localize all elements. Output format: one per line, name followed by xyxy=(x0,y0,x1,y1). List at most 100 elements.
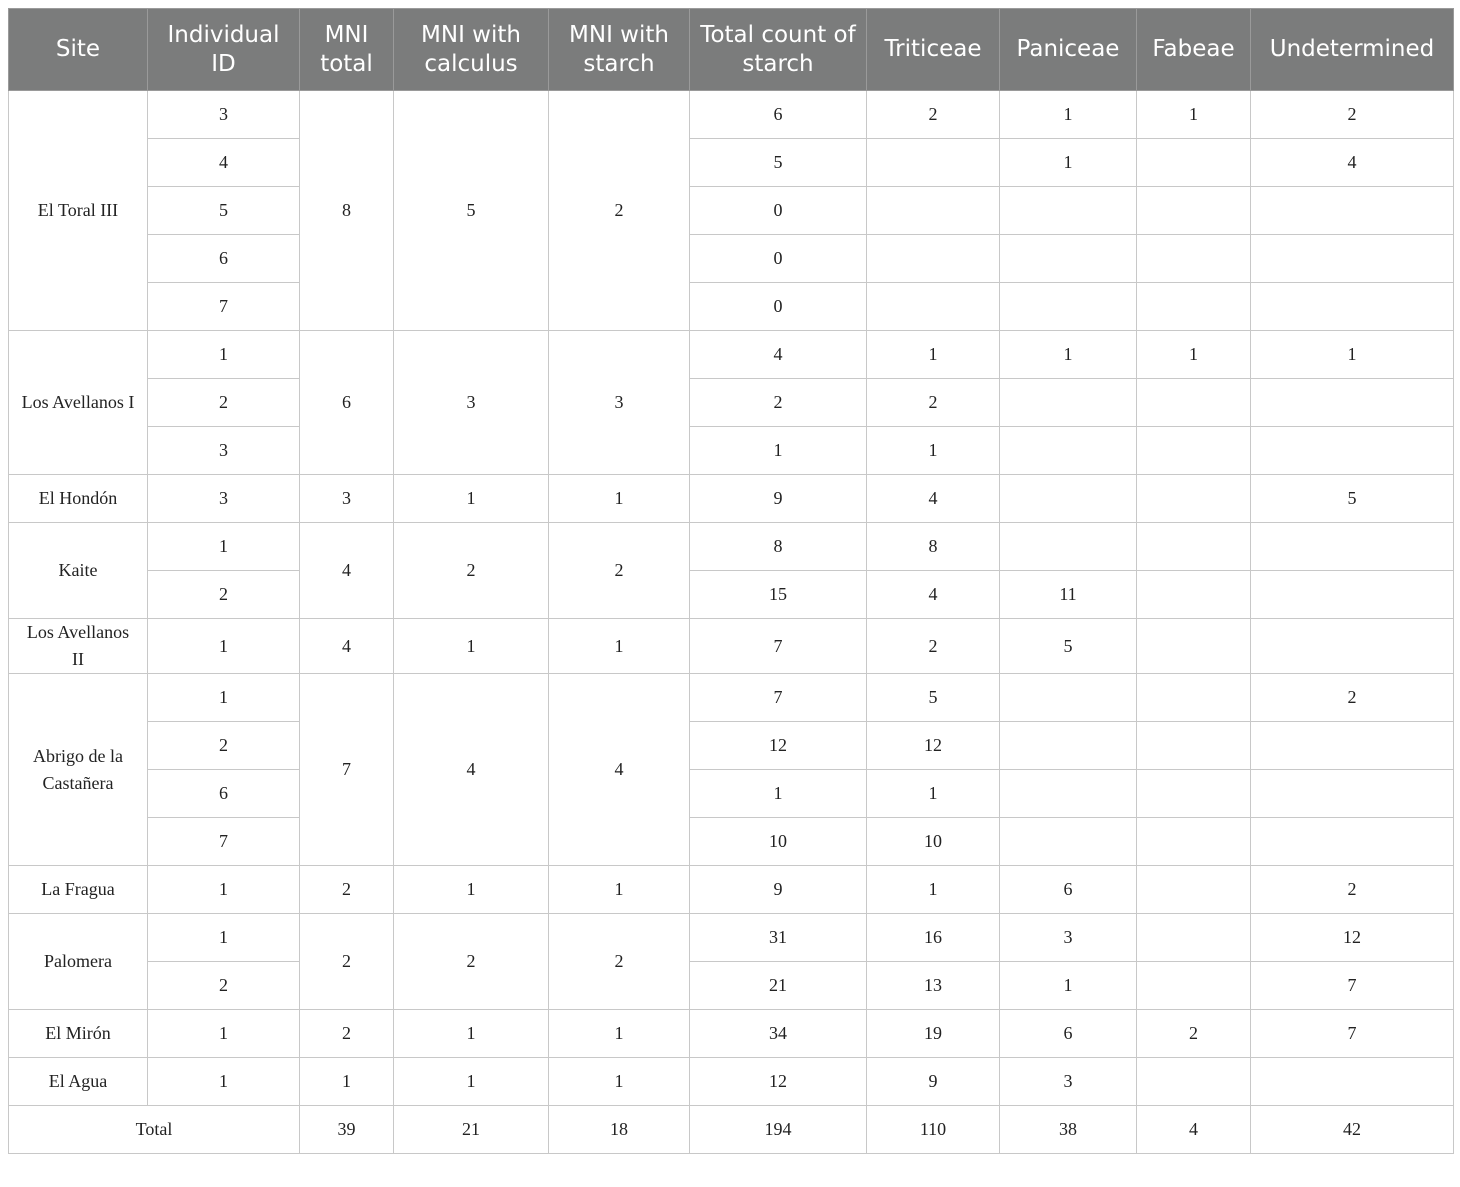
individual-id-cell: 1 xyxy=(147,913,300,962)
total-undetermined-cell: 42 xyxy=(1250,1105,1454,1154)
undetermined-cell xyxy=(1250,234,1454,283)
fabeae-cell: 1 xyxy=(1136,90,1251,139)
fabeae-cell xyxy=(1136,570,1251,619)
individual-id-cell: 2 xyxy=(147,378,300,427)
undetermined-cell xyxy=(1250,721,1454,770)
mni-total-cell: 8 xyxy=(299,90,394,331)
paniceae-cell xyxy=(999,282,1137,331)
individual-id-cell: 1 xyxy=(147,865,300,914)
undetermined-cell: 5 xyxy=(1250,474,1454,523)
fabeae-cell xyxy=(1136,817,1251,866)
mni-starch-cell: 1 xyxy=(548,1009,690,1058)
mni-starch-cell: 2 xyxy=(548,90,690,331)
total-cell: 5 xyxy=(689,138,867,187)
undetermined-cell: 2 xyxy=(1250,865,1454,914)
total-cell: 21 xyxy=(689,961,867,1010)
paniceae-cell: 11 xyxy=(999,570,1137,619)
triticeae-cell: 1 xyxy=(866,865,1000,914)
undetermined-cell xyxy=(1250,426,1454,475)
undetermined-cell xyxy=(1250,378,1454,427)
total-cell: 9 xyxy=(689,474,867,523)
mni-starch-cell: 2 xyxy=(548,522,690,619)
individual-id-cell: 3 xyxy=(147,426,300,475)
individual-id-cell: 1 xyxy=(147,618,300,674)
mni-total-cell: 1 xyxy=(299,1057,394,1106)
paniceae-cell xyxy=(999,673,1137,722)
total-mni-starch-cell: 18 xyxy=(548,1105,690,1154)
total-cell: 12 xyxy=(689,721,867,770)
triticeae-cell: 16 xyxy=(866,913,1000,962)
fabeae-cell xyxy=(1136,961,1251,1010)
paniceae-cell: 3 xyxy=(999,913,1137,962)
triticeae-cell: 4 xyxy=(866,570,1000,619)
table-row: Kaite 1 4 2 2 8 8 xyxy=(8,522,1454,619)
individual-id-cell: 1 xyxy=(147,522,300,571)
individual-id-cell: 1 xyxy=(147,673,300,722)
fabeae-cell xyxy=(1136,769,1251,818)
undetermined-cell xyxy=(1250,769,1454,818)
mni-starch-cell: 1 xyxy=(548,618,690,674)
triticeae-cell: 2 xyxy=(866,378,1000,427)
fabeae-cell xyxy=(1136,426,1251,475)
fabeae-cell xyxy=(1136,474,1251,523)
undetermined-cell xyxy=(1250,282,1454,331)
triticeae-cell: 2 xyxy=(866,618,1000,674)
undetermined-cell xyxy=(1250,522,1454,571)
mni-starch-cell: 1 xyxy=(548,865,690,914)
header-triticeae: Triticeae xyxy=(866,8,1000,91)
total-cell: 7 xyxy=(689,618,867,674)
mni-calculus-cell: 5 xyxy=(393,90,549,331)
fabeae-cell xyxy=(1136,138,1251,187)
paniceae-cell xyxy=(999,378,1137,427)
total-total-cell: 194 xyxy=(689,1105,867,1154)
site-cell: La Fragua xyxy=(8,865,148,914)
triticeae-cell: 9 xyxy=(866,1057,1000,1106)
triticeae-cell: 10 xyxy=(866,817,1000,866)
triticeae-cell: 4 xyxy=(866,474,1000,523)
mni-total-cell: 3 xyxy=(299,474,394,523)
individual-id-cell: 6 xyxy=(147,769,300,818)
mni-total-cell: 2 xyxy=(299,865,394,914)
paniceae-cell xyxy=(999,186,1137,235)
table-row: Palomera 1 2 2 2 31 16 3 12 xyxy=(8,913,1454,1010)
site-cell: Los Avellanos II xyxy=(8,618,148,674)
total-cell: 1 xyxy=(689,426,867,475)
total-cell: 15 xyxy=(689,570,867,619)
table-row: 2 15 4 11 xyxy=(9,570,1454,619)
undetermined-cell: 2 xyxy=(1250,673,1454,722)
total-mni-calculus-cell: 21 xyxy=(393,1105,549,1154)
table-row: 2 12 12 xyxy=(9,721,1454,770)
triticeae-cell: 12 xyxy=(866,721,1000,770)
fabeae-cell xyxy=(1136,186,1251,235)
header-mni-total: MNI total xyxy=(299,8,394,91)
total-cell: 10 xyxy=(689,817,867,866)
undetermined-cell: 7 xyxy=(1250,1009,1454,1058)
mni-total-cell: 4 xyxy=(299,618,394,674)
individual-id-cell: 7 xyxy=(147,817,300,866)
mni-starch-cell: 1 xyxy=(548,1057,690,1106)
total-cell: 8 xyxy=(689,522,867,571)
fabeae-cell xyxy=(1136,673,1251,722)
undetermined-cell xyxy=(1250,186,1454,235)
paniceae-cell xyxy=(999,817,1137,866)
total-paniceae-cell: 38 xyxy=(999,1105,1137,1154)
paniceae-cell xyxy=(999,721,1137,770)
table-row: El Toral III 3 8 5 2 6 2 1 1 2 xyxy=(8,90,1454,331)
site-cell: El Hondón xyxy=(8,474,148,523)
undetermined-cell xyxy=(1250,618,1454,674)
individual-id-cell: 6 xyxy=(147,234,300,283)
triticeae-cell: 2 xyxy=(866,90,1000,139)
table-row: El Agua 1 1 1 1 12 9 3 xyxy=(8,1057,1454,1106)
paniceae-cell: 3 xyxy=(999,1057,1137,1106)
triticeae-cell: 19 xyxy=(866,1009,1000,1058)
mni-calculus-cell: 1 xyxy=(393,618,549,674)
fabeae-cell xyxy=(1136,282,1251,331)
total-fabeae-cell: 4 xyxy=(1136,1105,1251,1154)
site-cell: El Toral III xyxy=(8,90,148,331)
individual-id-cell: 1 xyxy=(147,1057,300,1106)
fabeae-cell xyxy=(1136,522,1251,571)
